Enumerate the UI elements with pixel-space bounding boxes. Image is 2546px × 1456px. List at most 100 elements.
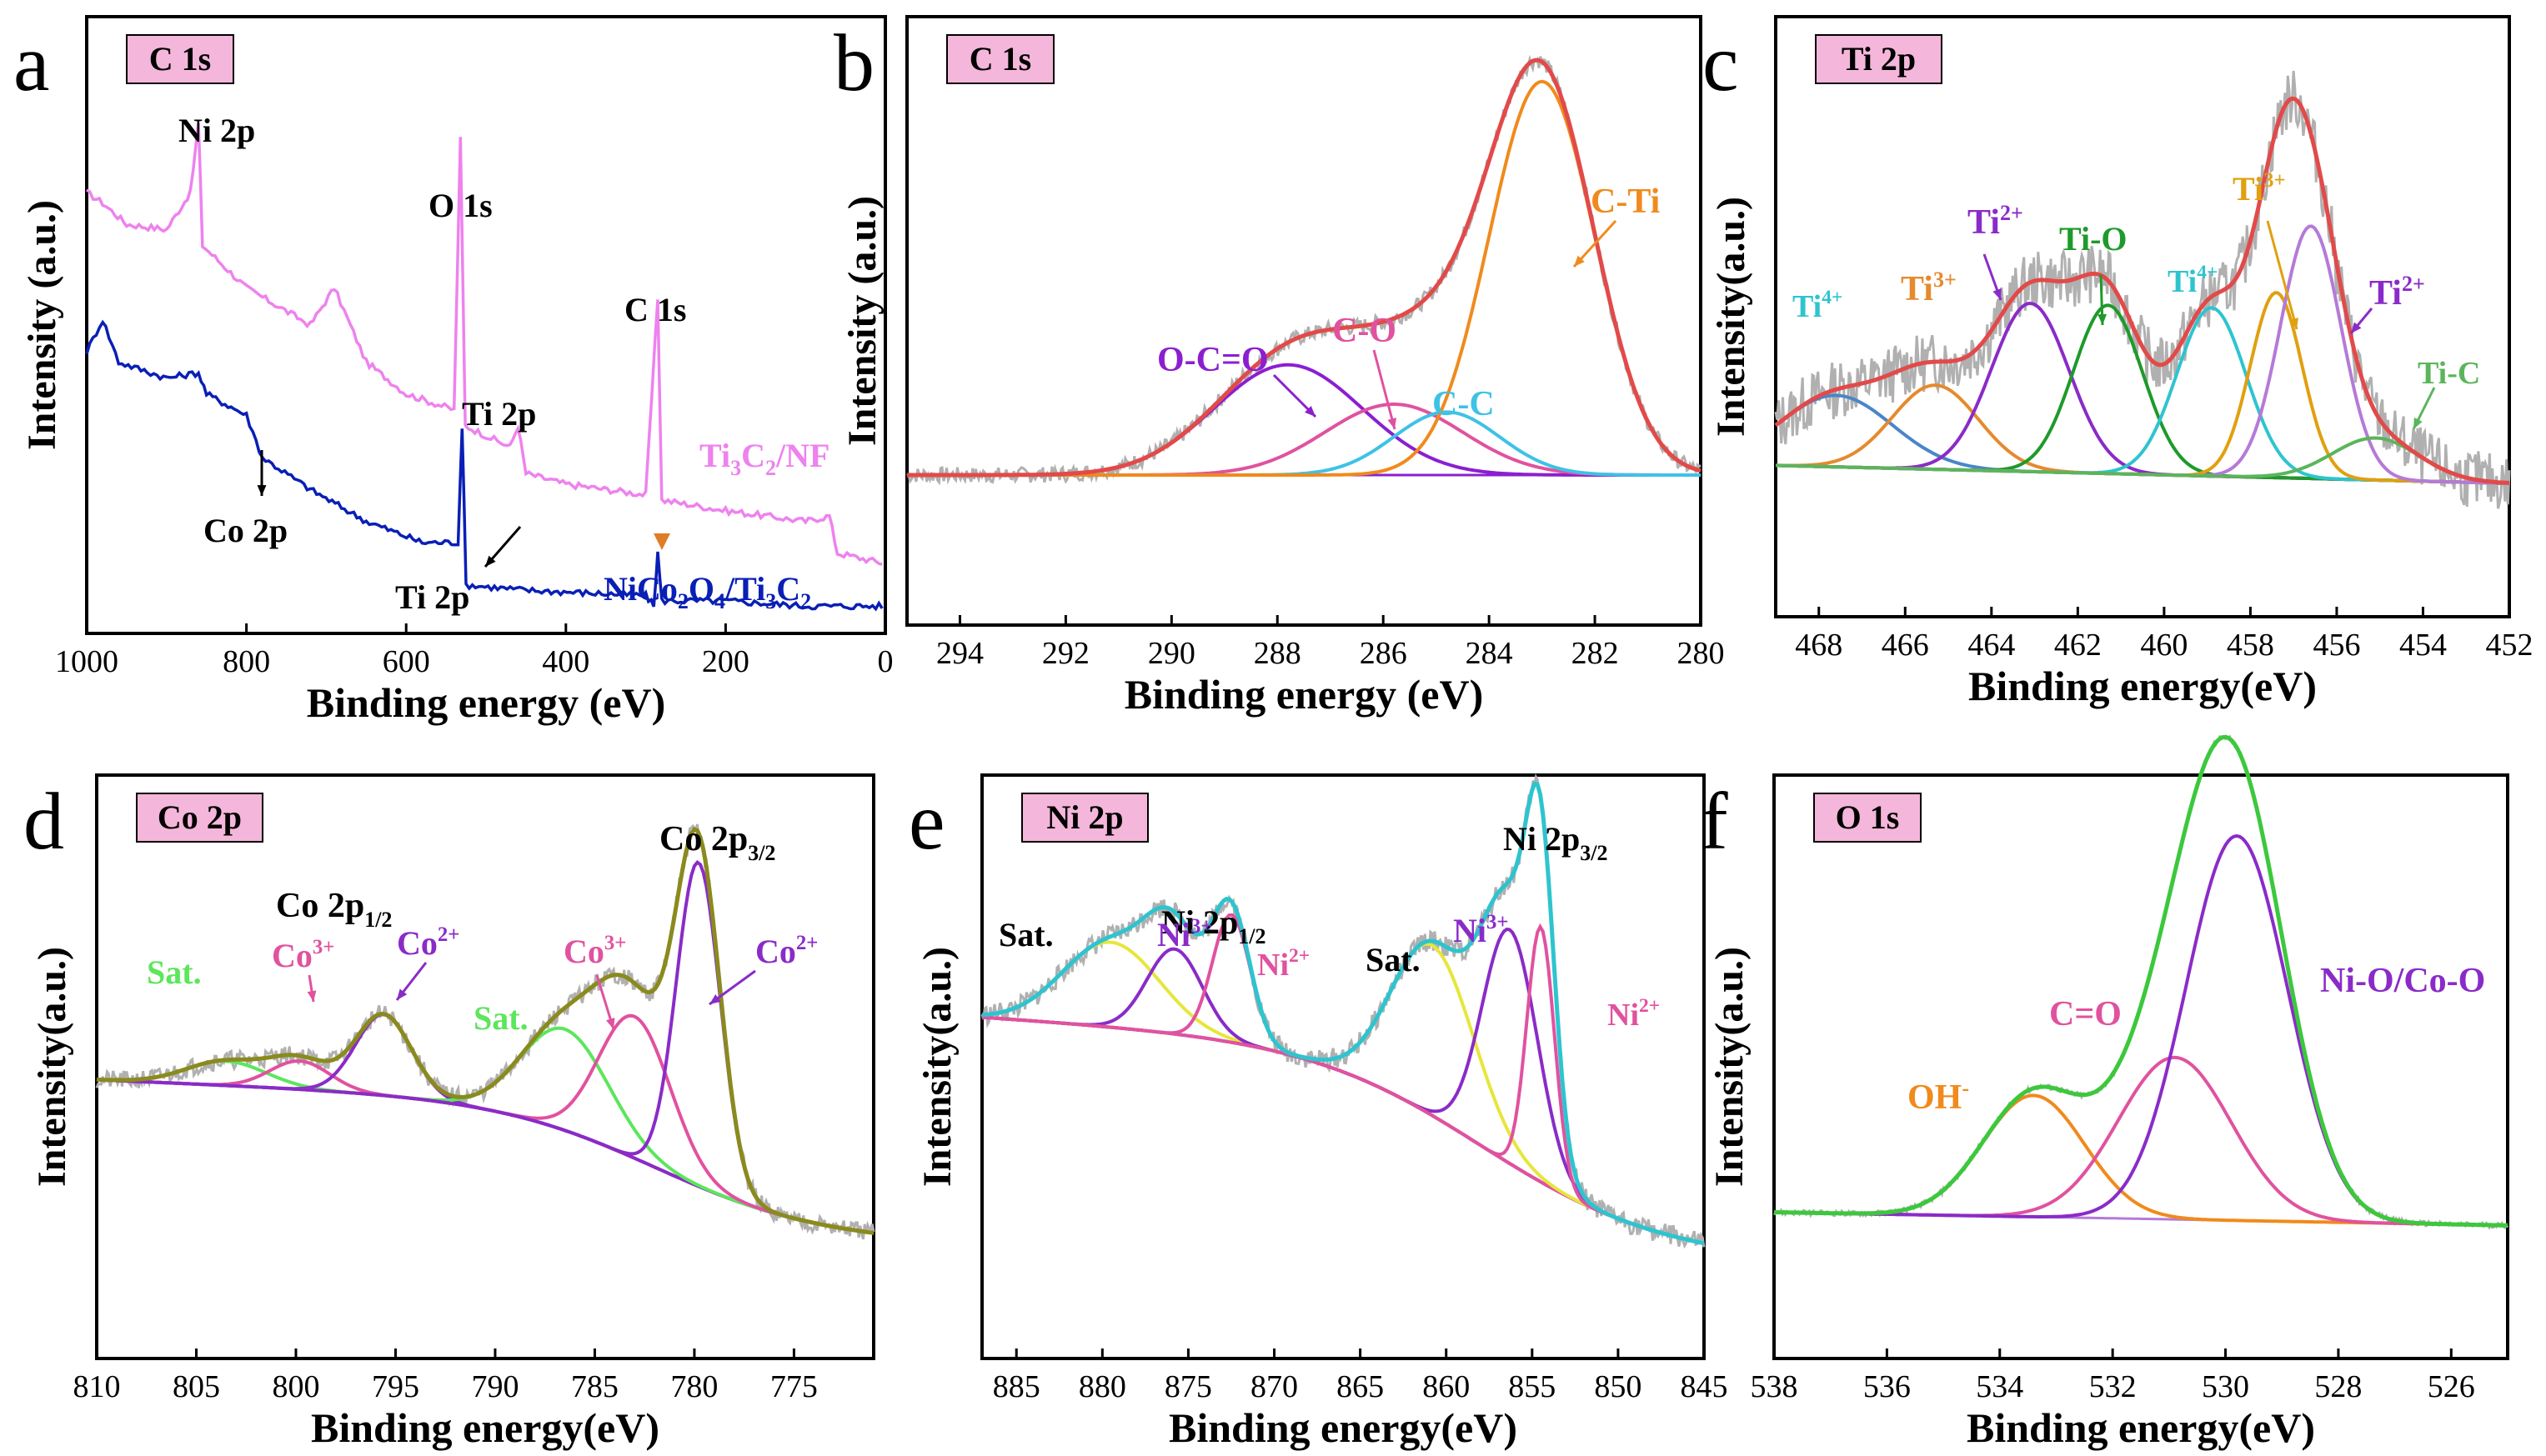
label-sat-b: Sat. [1366,941,1421,978]
annotation-arrowhead [2413,418,2423,429]
annotation-arrowhead [2351,322,2362,333]
x-tick-label: 288 [1254,636,1301,671]
annotation-arrowhead [257,485,267,496]
annotation-arrowhead [307,990,317,1002]
x-tick-label: 810 [73,1369,121,1404]
panel-c: c Ti 2p 468 466 464 462 460 458 456 454 452 Binding… [1702,15,2533,709]
x-tick-label: 462 [2054,628,2102,663]
x-tick-label: 880 [1079,1369,1126,1404]
y-axis-label-c: Intensity(a.u.) [1709,197,1753,437]
y-axis-label-a: Intensity (a.u.) [20,200,64,450]
x-tick-label: 532 [2089,1369,2137,1404]
x-tick-label: 528 [2314,1369,2362,1404]
panel-tag-a: C 1s [149,40,211,78]
x-tick-label: 870 [1250,1369,1298,1404]
x-axis-label-b: Binding energy (eV) [1125,671,1484,718]
plot-frame-b [905,15,1702,627]
annotation-arrowhead [1305,406,1316,417]
label-ti2-b: Ti2+ [2369,272,2425,313]
x-tick-label: 282 [1571,636,1619,671]
x-tick-label: 460 [2140,628,2188,663]
label-co2-a: Co2+ [397,923,459,962]
panel-tag-d: Co 2p [158,798,242,836]
label-sat-a: Sat. [147,953,202,991]
annotation-arrowhead [2289,318,2298,329]
x-axis-label-d: Binding energy(eV) [311,1404,659,1451]
x-tick-label: 775 [770,1369,818,1404]
annotation-ni2p: Ni 2p [178,112,255,149]
x-tick-label: 464 [1967,628,2015,663]
x-tick-label: 466 [1882,628,1929,663]
survey-line-1 [85,319,884,612]
annotation-ti2p-upper: Ti 2p [462,395,536,433]
x-tick-label: 875 [1165,1369,1212,1404]
y-axis-label-d: Intensity(a.u.) [30,947,74,1187]
x-tick-label: 785 [571,1369,619,1404]
x-tick-label: 458 [2227,628,2274,663]
label-co2p12: Co 2p1/2 [276,887,392,932]
annotation-arrowhead [397,988,408,1000]
label-cti: C-Ti [1591,183,1661,221]
fit-peak-c-7 [1776,436,2510,485]
fit-envelope-d [96,827,875,1235]
label-tio: Ti-O [2059,220,2128,258]
panel-letter-a: a [13,18,50,108]
x-tick-label: 526 [2428,1369,2475,1404]
label-sat-a: Sat. [999,916,1054,953]
annotation-arrowhead [605,1018,615,1029]
x-axis-label-f: Binding energy(eV) [1967,1404,2315,1451]
fit-peak-e-5 [981,923,1705,1245]
x-tick-label: 286 [1360,636,1407,671]
panel-tag-box-f [1813,793,1922,843]
y-axis-label-b: Intensity (a.u.) [840,196,885,446]
panel-letter-f: f [1701,777,1728,867]
x-axis-label-a: Binding energy (eV) [307,679,666,726]
x-tick-label: 452 [2486,628,2533,663]
annotation-co2p: Co 2p [203,512,288,549]
fit-envelope-b [907,58,1702,478]
label-co: C-O [1332,312,1396,350]
x-axis-label-e: Binding energy(eV) [1169,1404,1517,1451]
x-tick-label: 290 [1148,636,1195,671]
x-tick-label: 456 [2313,628,2360,663]
x-tick-label: 600 [383,644,430,679]
annotation-arrowhead [1387,418,1396,429]
panel-f: f O 1s 538 536 534 532 530 528 526 Binding energy… [1701,734,2509,1451]
plot-frame-c [1774,15,2511,618]
x-tick-label: 885 [993,1369,1040,1404]
panel-a: a C 1s 1000 800 600 400 200 0 Binding energy (eV… [13,15,894,726]
x-tick-label: 800 [272,1369,319,1404]
x-tick-label: 860 [1422,1369,1470,1404]
label-oh: OH- [1907,1076,1969,1117]
annotation-arrowhead [709,994,721,1004]
x-tick-label: 280 [1677,636,1725,671]
panel-tag-box-d [136,793,263,843]
x-axis-label-c: Binding energy(eV) [1968,663,2317,709]
label-nio-coo: Ni-O/Co-O [2320,962,2485,1000]
x-tick-label: 845 [1681,1369,1728,1404]
annotation-arrowhead [1574,255,1585,267]
panel-d: d Co 2p 810 805 800 795 790 785 780 775 Binding en… [23,773,875,1451]
marker-triangle [654,533,670,550]
x-tick-label: 292 [1042,636,1090,671]
annotation-c1s: C 1s [624,291,686,328]
panel-tag-box-a [126,34,234,84]
x-tick-label: 536 [1863,1369,1911,1404]
x-tick-label: 790 [471,1369,519,1404]
panel-tag-b: C 1s [970,40,1031,78]
series-label-nico2o4: NiCo2O4/Ti3C2 [604,570,811,613]
plot-frame-d [95,773,875,1360]
plot-frame-e [980,773,1706,1360]
x-tick-label: 0 [878,644,894,679]
panel-tag-e: Ni 2p [1046,798,1123,836]
x-tick-label: 855 [1508,1369,1556,1404]
annotation-arrow [1372,349,1396,430]
panel-letter-b: b [834,18,875,108]
x-tick-label: 780 [670,1369,718,1404]
x-tick-label: 795 [372,1369,419,1404]
panel-tag-box-c [1815,34,1942,84]
annotation-arrowhead [1992,288,2002,300]
x-tick-label: 400 [542,644,589,679]
survey-line-0 [86,123,883,566]
